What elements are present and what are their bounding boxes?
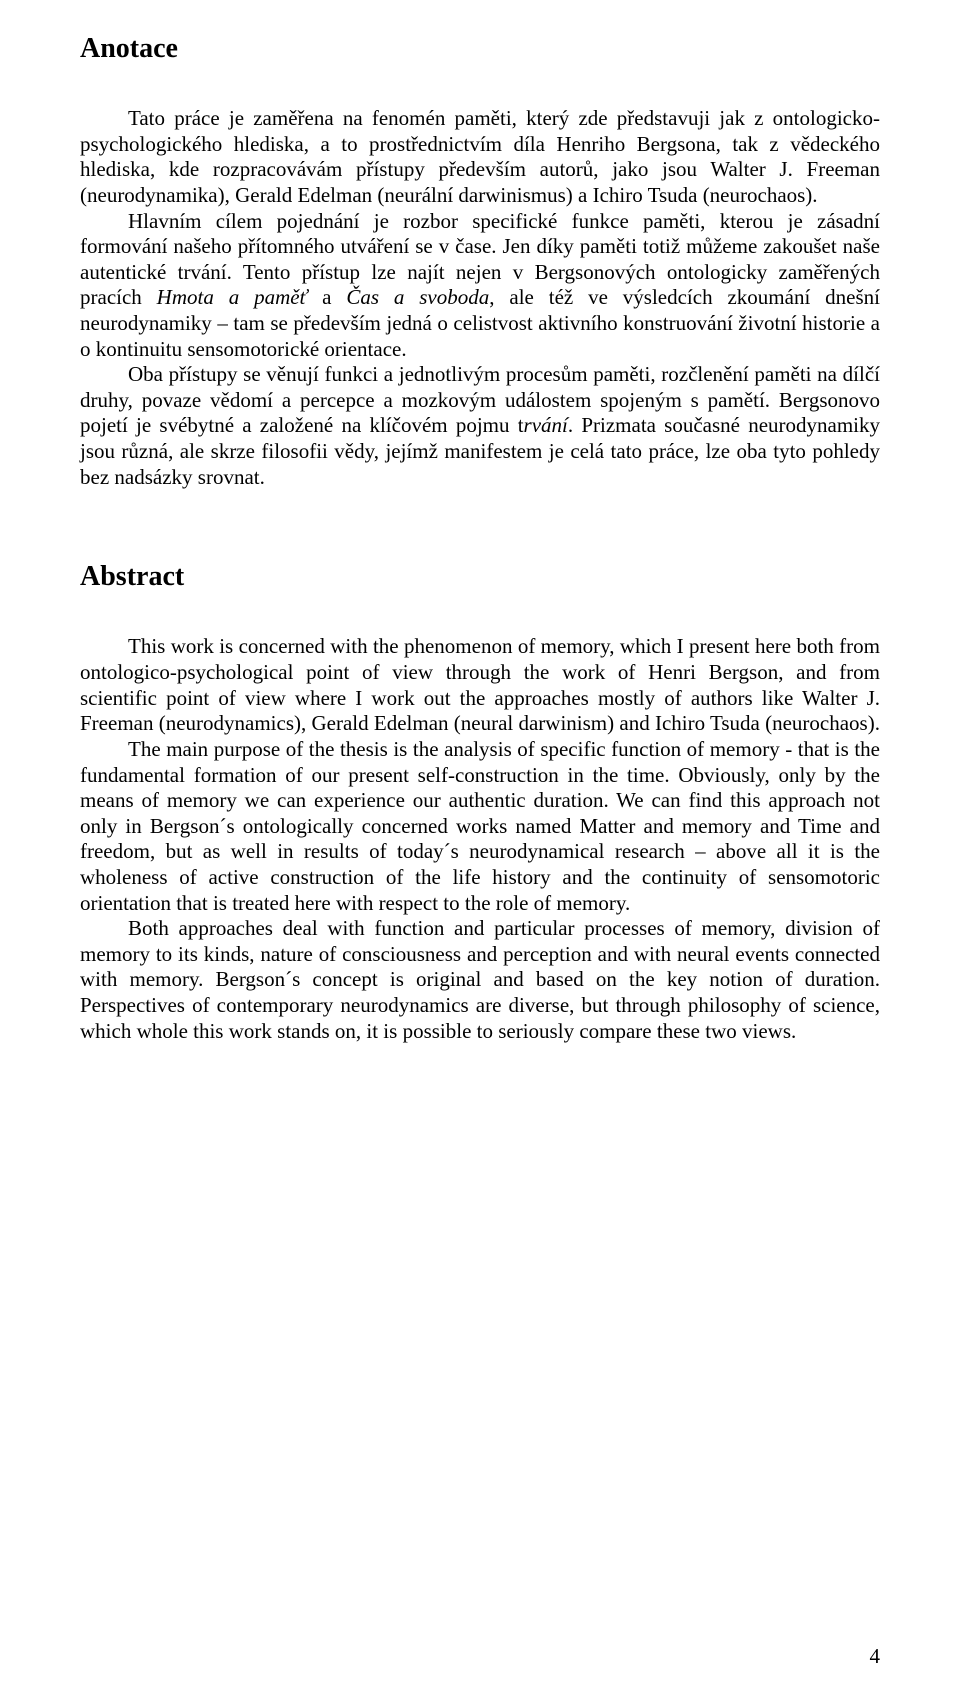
abstract-paragraph-3: Both approaches deal with function and p… xyxy=(80,916,880,1044)
heading-anotace: Anotace xyxy=(80,32,880,66)
body-text: Both approaches deal with function and p… xyxy=(80,916,880,1042)
anotace-paragraph-2: Hlavním cílem pojednání je rozbor specif… xyxy=(80,209,880,363)
italic-text: rvání xyxy=(524,413,568,437)
abstract-paragraph-1: This work is concerned with the phenomen… xyxy=(80,634,880,736)
italic-text: Čas a svoboda xyxy=(346,285,489,309)
heading-abstract: Abstract xyxy=(80,560,880,594)
document-page: Anotace Tato práce je zaměřena na fenomé… xyxy=(0,0,960,1686)
page-number: 4 xyxy=(870,1644,881,1670)
italic-text: Hmota a paměť xyxy=(157,285,308,309)
abstract-paragraph-2: The main purpose of the thesis is the an… xyxy=(80,737,880,916)
anotace-paragraph-3: Oba přístupy se věnují funkci a jednotli… xyxy=(80,362,880,490)
body-text: The main purpose of the thesis is the an… xyxy=(80,737,880,915)
body-text: This work is concerned with the phenomen… xyxy=(80,634,880,735)
body-text: Tato práce je zaměřena na fenomén paměti… xyxy=(80,106,880,207)
anotace-paragraph-1: Tato práce je zaměřena na fenomén paměti… xyxy=(80,106,880,208)
body-text: a xyxy=(307,285,346,309)
